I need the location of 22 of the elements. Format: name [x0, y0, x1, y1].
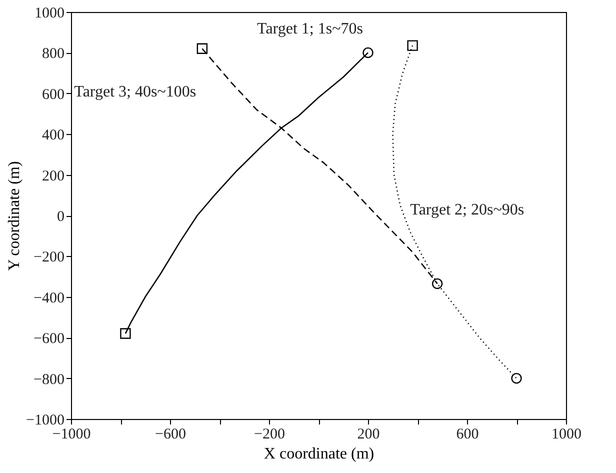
y-tick-label: −600	[34, 331, 64, 348]
x-tick-label: −1000	[52, 426, 91, 442]
x-tick-label: 600	[456, 426, 479, 442]
y-tick-label: −400	[34, 290, 64, 306]
y-tick-label: −1000	[26, 412, 64, 428]
y-tick-label: 0	[57, 209, 64, 225]
series-label: Target 1; 1s~70s	[257, 20, 363, 38]
y-tick-label: −800	[34, 372, 64, 388]
y-tick-label: 800	[42, 46, 64, 62]
y-axis-title: Y coordinate (m)	[6, 161, 24, 271]
series-label: Target 3; 40s~100s	[74, 84, 196, 101]
y-tick-label: 200	[42, 168, 64, 184]
x-tick-label: 1000	[552, 426, 582, 442]
y-tick-label: 600	[42, 86, 64, 103]
y-tick-label: 1000	[34, 6, 64, 22]
x-tick-label: −200	[254, 426, 285, 442]
y-tick-label: 400	[42, 128, 64, 144]
series-label: Target 2; 20s~90s	[410, 201, 524, 218]
y-tick-label: −200	[34, 250, 64, 266]
x-axis-title: X coordinate (m)	[264, 446, 374, 462]
x-tick-label: −600	[155, 426, 186, 442]
x-tick-label: 200	[357, 426, 380, 442]
